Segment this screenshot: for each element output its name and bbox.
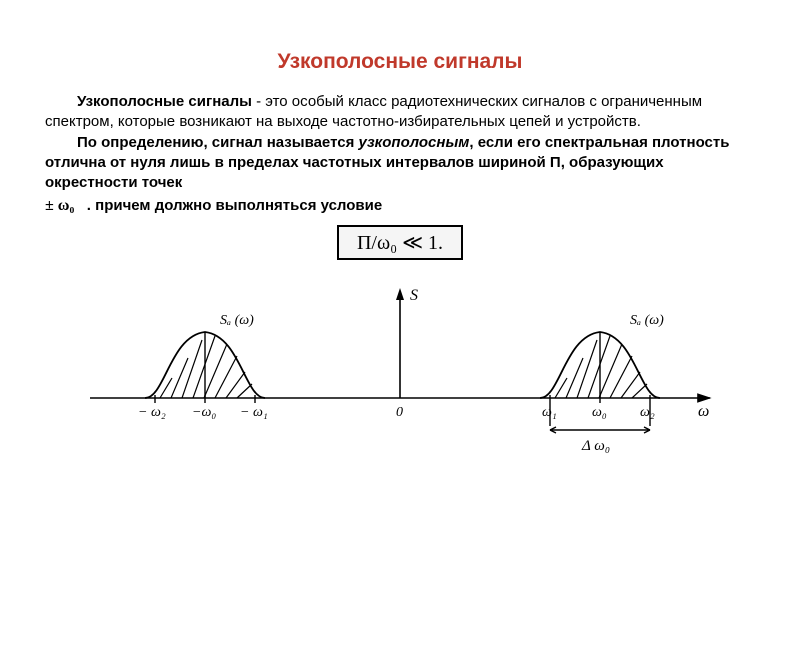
paragraph-2: По определению, сигнал называется узкопо… bbox=[45, 133, 755, 194]
delta-bracket bbox=[550, 427, 650, 433]
tick-pos-w1: ω₁ bbox=[542, 405, 557, 420]
tick-pos-w0: ω₀ bbox=[592, 405, 607, 420]
p2-a: По определению, сигнал называется bbox=[77, 134, 358, 151]
tick-neg-w2: − ω₂ bbox=[138, 405, 166, 420]
x-axis-label: ω bbox=[698, 403, 709, 420]
tick-neg-w0: −ω₀ bbox=[192, 405, 216, 420]
tick-zero: 0 bbox=[396, 405, 403, 420]
hatch-left bbox=[160, 336, 252, 398]
paragraph-1: Узкополосные сигналы - это особый класс … bbox=[45, 92, 755, 133]
tick-neg-w1: − ω₁ bbox=[240, 405, 268, 420]
page-title: Узкополосные сигналы bbox=[0, 50, 800, 74]
p2-term: узкополосным bbox=[358, 134, 469, 151]
paragraph-3: ± ω₀ . причем должно выполняться условие bbox=[45, 197, 755, 215]
hatch-right bbox=[555, 336, 647, 398]
tick-pos-w2: ω₂ bbox=[640, 405, 655, 420]
boxed-formula: П/ω₀ ≪ 1. bbox=[337, 225, 463, 260]
y-axis-label: S bbox=[410, 287, 418, 304]
p3-rest: . причем должно выполняться условие bbox=[87, 197, 382, 214]
label-peak-left: Sₐ (ω) bbox=[220, 313, 254, 328]
label-peak-right: Sₐ (ω) bbox=[630, 313, 664, 328]
spectrum-diagram: S ω Sₐ (ω) Sₐ (ω) − ω₂ −ω₀ − ω₁ 0 ω₁ ω₀ … bbox=[80, 278, 720, 468]
omega-symbol: ± ω₀ bbox=[45, 197, 74, 214]
lead-term: Узкополосные сигналы bbox=[77, 93, 252, 110]
delta-label: Δ ω₀ bbox=[581, 438, 610, 454]
